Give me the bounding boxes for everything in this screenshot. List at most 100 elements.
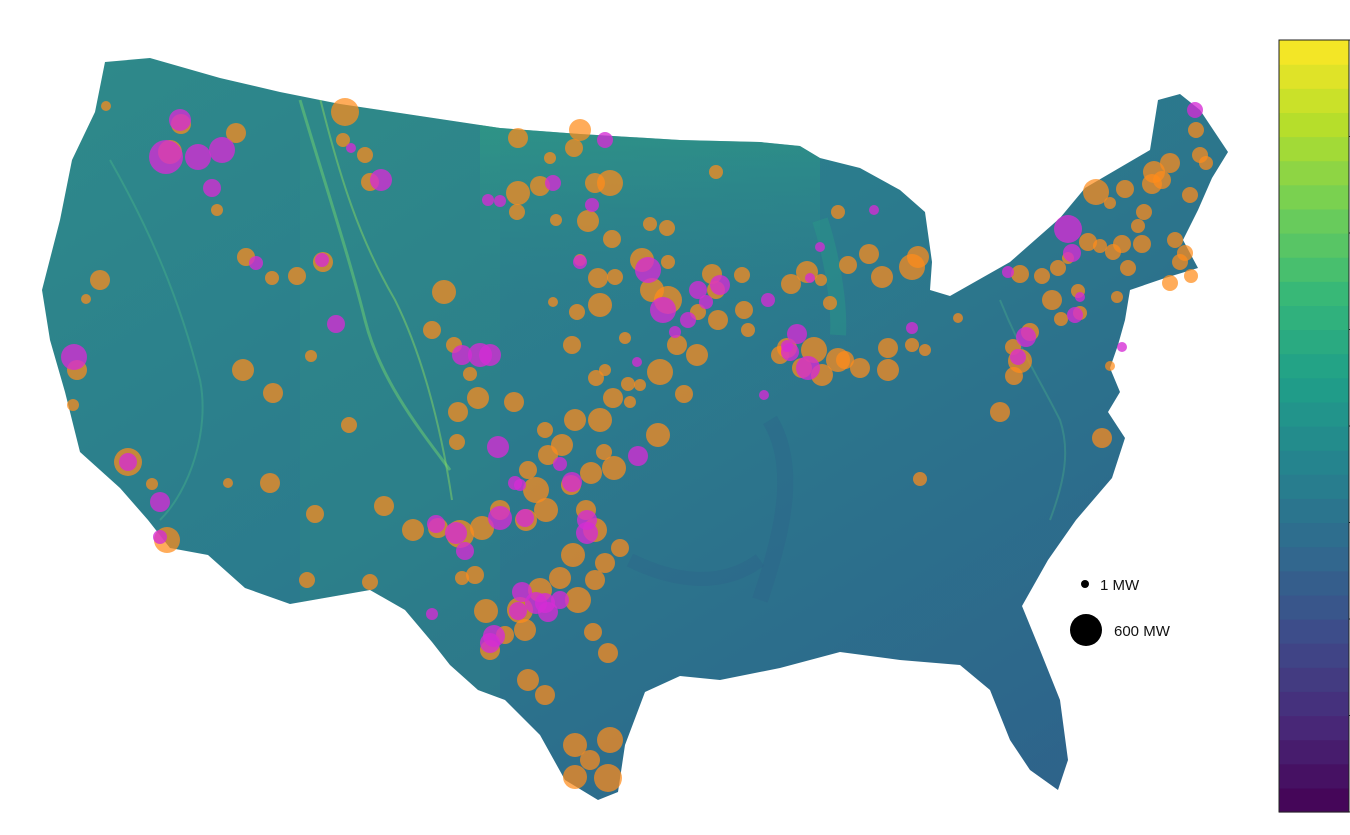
orange-site-marker — [1162, 275, 1178, 291]
colorbar-band — [1279, 353, 1349, 379]
orange-site-marker — [506, 181, 530, 205]
colorbar-band — [1279, 667, 1349, 692]
magenta-site-marker — [1075, 292, 1085, 302]
orange-site-marker — [101, 101, 111, 111]
orange-site-marker — [686, 344, 708, 366]
colorbar-band — [1279, 474, 1349, 499]
orange-site-marker — [839, 256, 857, 274]
magenta-site-marker — [149, 140, 183, 174]
magenta-site-marker — [805, 273, 815, 283]
orange-site-marker — [667, 335, 687, 355]
orange-site-marker — [919, 344, 931, 356]
magenta-site-marker — [480, 633, 500, 653]
magenta-site-marker — [327, 315, 345, 333]
orange-site-marker — [990, 402, 1010, 422]
orange-site-marker — [1199, 156, 1213, 170]
orange-site-marker — [871, 266, 893, 288]
orange-site-marker — [646, 423, 670, 447]
orange-site-marker — [357, 147, 373, 163]
orange-site-marker — [81, 294, 91, 304]
orange-site-marker — [878, 338, 898, 358]
orange-site-marker — [607, 269, 623, 285]
orange-site-marker — [611, 539, 629, 557]
orange-site-marker — [226, 123, 246, 143]
colorbar-band — [1279, 305, 1349, 331]
colorbar-band — [1279, 715, 1349, 741]
orange-site-marker — [146, 478, 158, 490]
orange-site-marker — [517, 669, 539, 691]
orange-site-marker — [1104, 197, 1116, 209]
magenta-site-marker — [482, 194, 494, 206]
magenta-site-marker — [514, 479, 526, 491]
magenta-site-marker — [61, 344, 87, 370]
colorbar-band — [1279, 208, 1349, 234]
orange-site-marker — [67, 399, 79, 411]
orange-site-marker — [470, 516, 494, 540]
colorbar-band — [1279, 787, 1349, 813]
orange-site-marker — [603, 230, 621, 248]
orange-site-marker — [831, 205, 845, 219]
orange-site-marker — [741, 323, 755, 337]
orange-site-marker — [331, 98, 359, 126]
orange-site-marker — [508, 128, 528, 148]
magenta-site-marker — [1010, 349, 1026, 365]
colorbar-band — [1279, 160, 1349, 186]
orange-site-marker — [1131, 219, 1145, 233]
orange-site-marker — [1184, 269, 1198, 283]
orange-site-marker — [211, 204, 223, 216]
magenta-site-marker — [1002, 266, 1014, 278]
orange-site-marker — [647, 359, 673, 385]
magenta-site-marker — [699, 295, 713, 309]
colorbar-band — [1279, 233, 1349, 258]
colorbar-band — [1279, 329, 1349, 355]
colorbar-band — [1279, 619, 1349, 644]
orange-site-marker — [336, 133, 350, 147]
orange-site-marker — [1120, 260, 1136, 276]
magenta-site-marker — [427, 515, 445, 533]
orange-site-marker — [1160, 153, 1180, 173]
orange-site-marker — [474, 599, 498, 623]
magenta-site-marker — [209, 137, 235, 163]
orange-site-marker — [549, 567, 571, 589]
orange-site-marker — [432, 280, 456, 304]
orange-site-marker — [563, 765, 587, 789]
orange-site-marker — [466, 566, 484, 584]
orange-site-marker — [260, 473, 280, 493]
colorbar-band — [1279, 546, 1349, 572]
magenta-site-marker — [551, 591, 569, 609]
orange-site-marker — [1136, 204, 1152, 220]
magenta-site-marker — [689, 281, 707, 299]
orange-site-marker — [467, 387, 489, 409]
colorbar-band — [1279, 281, 1349, 306]
colorbar-band — [1279, 691, 1349, 717]
orange-site-marker — [535, 685, 555, 705]
orange-site-marker — [1034, 268, 1050, 284]
orange-site-marker — [563, 336, 581, 354]
orange-site-marker — [534, 498, 558, 522]
orange-site-marker — [634, 379, 646, 391]
orange-site-marker — [537, 422, 553, 438]
magenta-site-marker — [203, 179, 221, 197]
magenta-site-marker — [869, 205, 879, 215]
colorbar-band — [1279, 570, 1349, 596]
colorbar-band — [1279, 450, 1349, 475]
size-legend-small-marker — [1081, 580, 1089, 588]
orange-site-marker — [709, 165, 723, 179]
magenta-site-marker — [249, 256, 263, 270]
orange-site-marker — [953, 313, 963, 323]
orange-site-marker — [597, 170, 623, 196]
orange-site-marker — [569, 304, 585, 320]
magenta-site-marker — [509, 602, 527, 620]
magenta-site-markers — [61, 102, 1203, 653]
orange-site-marker — [1133, 235, 1151, 253]
orange-site-marker — [597, 727, 623, 753]
orange-site-marker — [341, 417, 357, 433]
orange-site-marker — [265, 271, 279, 285]
magenta-site-marker — [150, 492, 170, 512]
magenta-site-marker — [669, 326, 681, 338]
orange-site-marker — [1079, 233, 1097, 251]
orange-site-marker — [1092, 428, 1112, 448]
colorbar-band — [1279, 112, 1349, 138]
size-legend-small-label: 1 MW — [1100, 577, 1140, 594]
orange-site-marker — [423, 321, 441, 339]
